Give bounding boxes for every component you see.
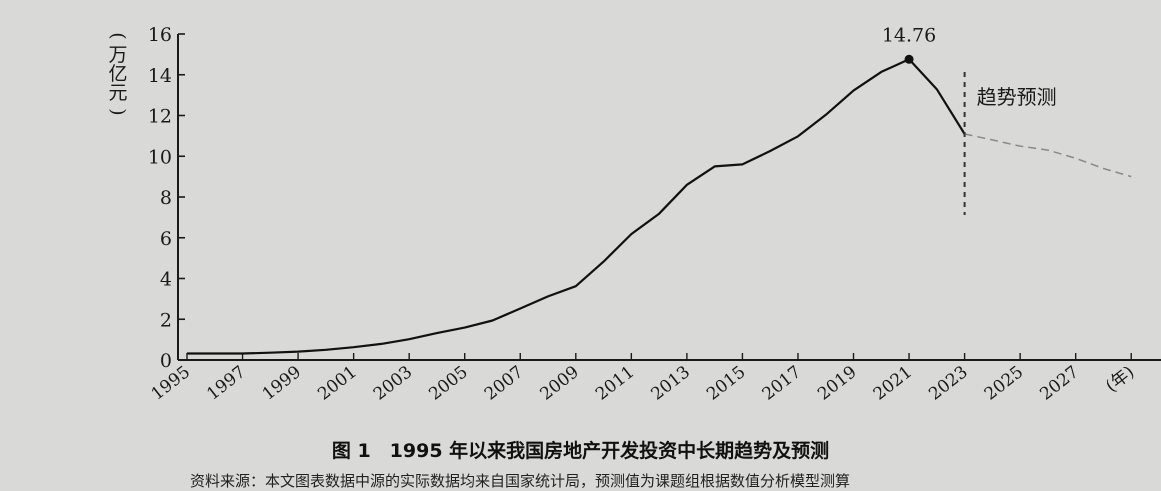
x-tick-label: 2027 xyxy=(1036,362,1082,404)
annotations: 14.76 趋势预测 xyxy=(882,24,1057,215)
y-tick-label: 2 xyxy=(160,309,172,331)
x-tick-label: 2019 xyxy=(814,362,860,404)
forecast-series-line xyxy=(964,133,1132,178)
x-tick-label: 2001 xyxy=(314,362,360,404)
y-axis-label-char: 元 xyxy=(108,82,127,104)
x-tick-label: 1997 xyxy=(203,362,249,404)
x-tick-label: 2003 xyxy=(370,362,416,404)
y-axis-label: ( 万亿元) xyxy=(107,32,129,115)
x-tick-label: 1999 xyxy=(259,362,305,404)
y-tick-label: 10 xyxy=(148,146,172,168)
y-tick-label: 4 xyxy=(160,269,172,291)
x-tick-label: 2013 xyxy=(648,362,694,404)
y-tick-label: 8 xyxy=(160,187,172,209)
x-tick-label: 2011 xyxy=(592,362,638,404)
y-axis-label-char: ( xyxy=(107,32,129,39)
x-tick-label: 2017 xyxy=(759,362,805,404)
x-tick-label: 2007 xyxy=(481,362,527,404)
peak-point xyxy=(904,54,914,64)
x-tick-label: (年) xyxy=(1102,362,1138,396)
y-axis-label-char: 万 xyxy=(108,44,127,66)
y-axis-label-char: 亿 xyxy=(108,63,127,85)
y-tick-label: 6 xyxy=(160,228,172,250)
y-tick-label: 16 xyxy=(148,24,172,46)
x-tick-label: 2015 xyxy=(703,362,749,404)
actual-series-line xyxy=(187,58,966,355)
y-tick-label: 12 xyxy=(148,106,172,128)
forecast-label: 趋势预测 xyxy=(977,85,1057,109)
y-tick-label: 14 xyxy=(148,65,172,87)
x-tick-label: 2005 xyxy=(425,362,471,404)
source-note: 资料来源：本文图表数据中源的实际数据均来自国家统计局，预测值为课题组根据数值分析… xyxy=(190,472,851,490)
y-axis-label-char: ) xyxy=(107,108,129,115)
y-axis: 0 2 4 6 8 10 12 14 16 xyxy=(148,24,185,372)
y-tick-label: 0 xyxy=(160,350,172,372)
chart-title: 图 1 1995 年以来我国房地产开发投资中长期趋势及预测 xyxy=(331,440,830,462)
x-axis: 1995 1997 1999 2001 2003 2005 2007 2009 2011 2013… xyxy=(148,353,1161,405)
peak-value-label: 14.76 xyxy=(882,24,936,46)
x-tick-label: 2025 xyxy=(981,362,1027,404)
x-tick-label: 2009 xyxy=(536,362,582,404)
line-chart: ( 万亿元) 0 2 4 6 8 10 12 14 16 1995 1997 1999 2001 2003… xyxy=(107,24,1161,405)
x-tick-label: 2023 xyxy=(925,362,971,404)
series-group xyxy=(187,58,1132,355)
x-tick-label: 2021 xyxy=(870,362,916,404)
